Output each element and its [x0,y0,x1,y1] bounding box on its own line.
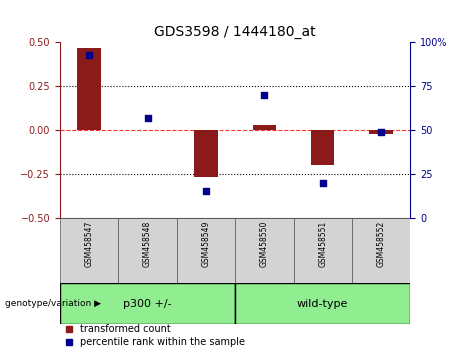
Text: GSM458547: GSM458547 [85,221,94,267]
Bar [118,218,177,283]
Point [144,115,151,121]
Text: GSM458552: GSM458552 [377,221,385,267]
Bar [235,283,410,324]
Title: GDS3598 / 1444180_at: GDS3598 / 1444180_at [154,25,316,39]
Point [85,52,93,58]
Bar [253,125,276,130]
Bar [194,130,218,177]
Bar [60,283,235,324]
Bar [77,48,101,130]
Bar [352,218,410,283]
Point [378,129,385,135]
Bar [311,130,334,165]
Bar [60,218,118,283]
Text: GSM458549: GSM458549 [201,221,210,267]
Text: GSM458551: GSM458551 [318,221,327,267]
Bar [177,218,235,283]
Point [260,92,268,98]
Text: wild-type: wild-type [297,298,349,309]
Text: genotype/variation ▶: genotype/variation ▶ [5,299,100,308]
Bar [369,130,393,133]
Legend: transformed count, percentile rank within the sample: transformed count, percentile rank withi… [65,325,245,347]
Text: GSM458550: GSM458550 [260,221,269,267]
Point [202,189,210,194]
Bar [294,218,352,283]
Point [319,180,326,185]
Bar [235,218,294,283]
Text: p300 +/-: p300 +/- [123,298,172,309]
Text: GSM458548: GSM458548 [143,221,152,267]
